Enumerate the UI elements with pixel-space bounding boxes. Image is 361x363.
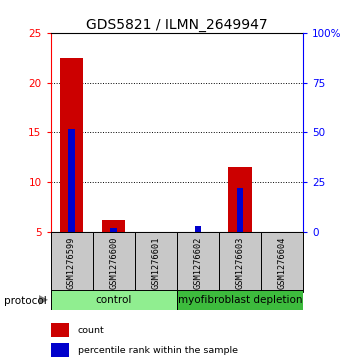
Text: percentile rank within the sample: percentile rank within the sample	[78, 346, 238, 355]
Text: control: control	[96, 295, 132, 305]
Text: GSM1276602: GSM1276602	[193, 236, 203, 289]
Bar	[237, 188, 243, 232]
Bar	[51, 323, 69, 338]
Bar	[68, 129, 75, 232]
Bar	[51, 343, 69, 357]
Bar	[110, 228, 117, 232]
Text: count: count	[78, 326, 105, 335]
Bar	[51, 290, 177, 310]
Text: GSM1276599: GSM1276599	[67, 236, 76, 289]
Bar	[219, 232, 261, 292]
Bar	[229, 167, 252, 232]
Text: GSM1276603: GSM1276603	[236, 236, 244, 289]
Bar	[135, 232, 177, 292]
Text: GSM1276601: GSM1276601	[151, 236, 160, 289]
Bar	[102, 220, 125, 232]
Bar	[195, 227, 201, 232]
Bar	[177, 232, 219, 292]
Bar	[261, 232, 303, 292]
Bar	[60, 58, 83, 232]
Text: GSM1276600: GSM1276600	[109, 236, 118, 289]
Bar	[51, 232, 93, 292]
Text: protocol: protocol	[4, 295, 46, 306]
Bar	[93, 232, 135, 292]
Polygon shape	[39, 295, 48, 305]
Text: myofibroblast depletion: myofibroblast depletion	[178, 295, 302, 305]
Title: GDS5821 / ILMN_2649947: GDS5821 / ILMN_2649947	[86, 18, 268, 32]
Bar	[177, 290, 303, 310]
Text: GSM1276604: GSM1276604	[278, 236, 287, 289]
